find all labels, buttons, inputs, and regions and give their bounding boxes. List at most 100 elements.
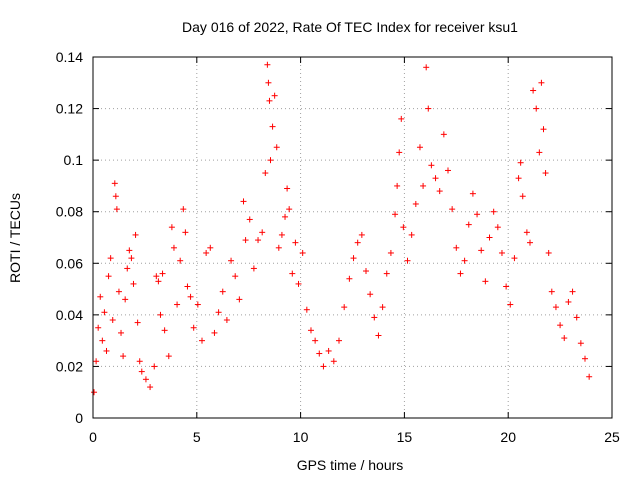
data-point	[482, 278, 489, 285]
data-point	[198, 337, 205, 344]
data-point	[486, 234, 493, 241]
data-point	[561, 335, 568, 342]
data-point	[292, 239, 299, 246]
data-point	[180, 206, 187, 213]
y-tick-label: 0.08	[56, 204, 83, 220]
data-point	[449, 206, 456, 213]
data-point	[207, 244, 214, 251]
data-point	[219, 288, 226, 295]
data-point	[367, 291, 374, 298]
data-point	[99, 337, 106, 344]
data-point	[507, 301, 514, 308]
data-point	[474, 211, 481, 218]
data-point	[267, 157, 274, 164]
data-point	[184, 283, 191, 290]
data-point	[325, 347, 332, 354]
data-point	[362, 268, 369, 275]
data-point	[113, 206, 120, 213]
data-point	[416, 144, 423, 151]
data-point	[91, 389, 98, 396]
data-point	[194, 301, 201, 308]
data-point	[278, 231, 285, 238]
data-point	[420, 182, 427, 189]
data-point	[538, 79, 545, 86]
data-point	[262, 170, 269, 177]
data-point	[151, 363, 158, 370]
y-tick-label: 0	[75, 410, 83, 426]
data-point	[533, 105, 540, 112]
data-point	[190, 324, 197, 331]
data-point	[159, 270, 166, 277]
data-point	[515, 175, 522, 182]
data-point	[174, 301, 181, 308]
data-point	[118, 329, 125, 336]
data-point	[461, 257, 468, 264]
data-point	[478, 247, 485, 254]
data-point	[511, 255, 518, 262]
data-point	[565, 298, 572, 305]
y-tick-label: 0.06	[56, 255, 83, 271]
data-point	[236, 296, 243, 303]
data-point	[523, 229, 530, 236]
data-point	[346, 275, 353, 282]
chart-title: Day 016 of 2022, Rate Of TEC Index for r…	[182, 19, 518, 35]
data-point	[573, 314, 580, 321]
y-axis-ticks: 0 0.02 0.04 0.06 0.08 0.1 0.12 0.14	[56, 49, 612, 426]
data-point	[273, 144, 280, 151]
data-point	[526, 239, 533, 246]
y-tick-label: 0.04	[56, 307, 83, 323]
data-point	[240, 198, 247, 205]
plot-frame	[92, 56, 613, 419]
data-point	[425, 105, 432, 112]
data-point	[295, 280, 302, 287]
data-point	[120, 353, 127, 360]
data-point	[271, 92, 278, 99]
data-point	[215, 309, 222, 316]
data-point	[542, 170, 549, 177]
data-point	[548, 288, 555, 295]
data-point	[530, 87, 537, 94]
data-point	[330, 358, 337, 365]
data-point	[115, 288, 122, 295]
data-point	[545, 249, 552, 256]
data-point	[223, 317, 230, 324]
y-tick-label: 0.1	[64, 152, 84, 168]
y-axis-label: ROTI / TECUs	[7, 193, 23, 283]
data-point	[358, 231, 365, 238]
data-point	[316, 350, 323, 357]
x-axis-ticks: 0 5 10 15 20 25	[89, 57, 620, 445]
data-point	[557, 322, 564, 329]
data-point	[436, 188, 443, 195]
data-point	[354, 239, 361, 246]
data-point	[228, 257, 235, 264]
data-point	[312, 337, 319, 344]
data-point	[126, 247, 133, 254]
data-point	[394, 182, 401, 189]
data-point	[211, 329, 218, 336]
data-point	[157, 311, 164, 318]
data-point	[582, 355, 589, 362]
x-tick-label: 0	[89, 429, 97, 445]
data-point	[536, 149, 543, 156]
data-point	[153, 273, 160, 280]
grid	[93, 57, 612, 418]
data-point	[93, 358, 100, 365]
data-point	[147, 384, 154, 391]
data-point	[101, 309, 108, 316]
data-point	[112, 193, 119, 200]
data-point	[177, 257, 184, 264]
data-point	[132, 231, 139, 238]
data-point	[428, 162, 435, 169]
data-point	[165, 353, 172, 360]
data-point	[503, 283, 510, 290]
data-point	[383, 270, 390, 277]
data-point	[412, 200, 419, 207]
data-point	[569, 288, 576, 295]
data-point	[142, 376, 149, 383]
data-point	[371, 314, 378, 321]
data-points	[91, 61, 593, 396]
data-point	[105, 273, 112, 280]
data-point	[168, 224, 175, 231]
data-point	[307, 327, 314, 334]
